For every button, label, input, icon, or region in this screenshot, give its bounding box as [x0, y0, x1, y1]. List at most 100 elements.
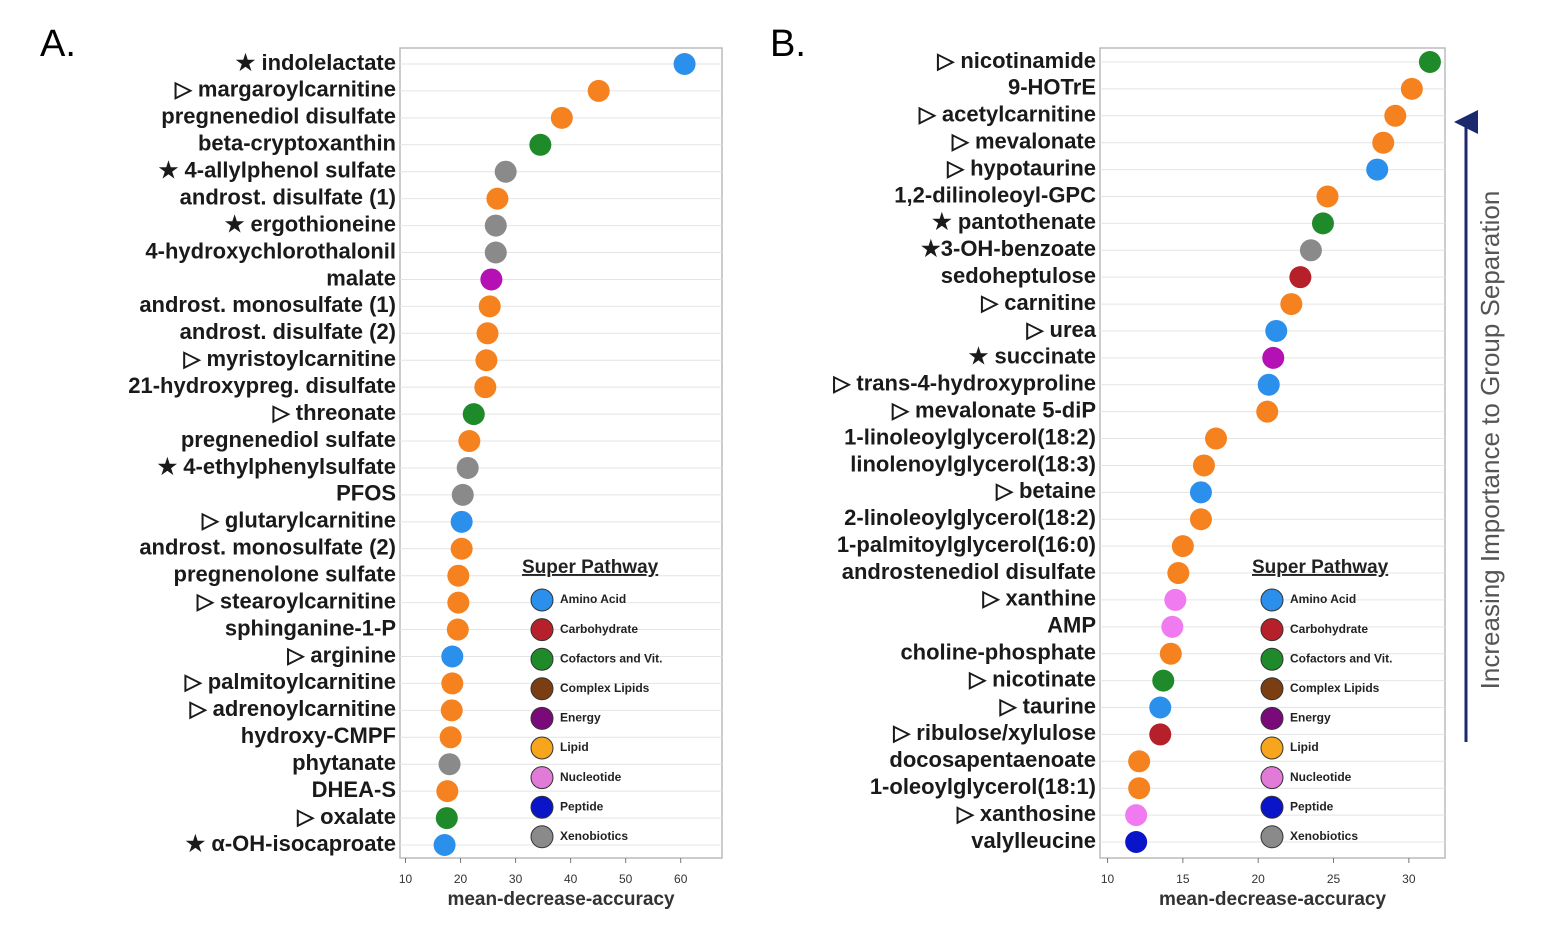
category-label: 1-linoleoylglycerol(18:2) [844, 424, 1096, 449]
legend-swatch [1260, 795, 1284, 819]
legend-swatch [1260, 618, 1284, 642]
dot [447, 591, 470, 614]
legend-label: Peptide [1290, 799, 1334, 813]
legend-label: Complex Lipids [1290, 681, 1380, 695]
category-label: 1,2-dilinoleoyl-GPC [894, 182, 1096, 207]
category-label: androst. monosulfate (2) [139, 535, 396, 560]
dot [462, 403, 485, 426]
dot [1257, 373, 1280, 396]
dot [474, 376, 497, 399]
dot [1311, 212, 1334, 235]
category-label: ▷ carnitine [980, 290, 1096, 315]
category-label: pregnenolone sulfate [174, 562, 396, 587]
category-label: ★ indolelactate [236, 50, 396, 75]
dot [1384, 104, 1407, 127]
dot [475, 349, 498, 372]
category-label: sedoheptulose [941, 263, 1096, 288]
legend-label: Energy [1290, 711, 1331, 725]
legend-swatch [530, 618, 554, 642]
dot [436, 780, 459, 803]
category-label: ▷ margaroylcarnitine [174, 77, 396, 102]
category-label: ▷ stearoylcarnitine [196, 588, 396, 613]
dot [1366, 158, 1389, 181]
category-label: malate [326, 265, 396, 290]
legend-label: Carbohydrate [560, 622, 638, 636]
legend-swatch [1260, 588, 1284, 612]
plot-frame [399, 47, 723, 859]
dot [1128, 750, 1151, 773]
dot [478, 295, 501, 318]
category-label: ★ succinate [969, 344, 1096, 369]
dot [484, 214, 507, 237]
dot [1256, 400, 1279, 423]
side-annotation: Increasing Importance to Group Separatio… [1475, 191, 1505, 690]
dot [1192, 454, 1215, 477]
category-label: ▷ threonate [272, 400, 396, 425]
legend-swatch [530, 706, 554, 730]
dot [1167, 562, 1190, 585]
dot [1299, 239, 1322, 262]
dot [450, 510, 473, 533]
dot [1128, 777, 1151, 800]
dot [673, 53, 696, 75]
dot [451, 483, 474, 506]
category-label: ★ pantothenate [932, 209, 1096, 234]
legend-swatch [530, 795, 554, 819]
category-label: sphinganine-1-P [225, 615, 396, 640]
panel-label: A. [40, 23, 76, 65]
category-label: 21-hydroxypreg. disulfate [128, 373, 396, 398]
legend-swatch [1260, 766, 1284, 790]
x-tick-label: 40 [564, 872, 578, 886]
category-label: PFOS [336, 481, 396, 506]
category-label: ▷ xanthosine [956, 801, 1096, 826]
dot [1189, 508, 1212, 531]
dot [1164, 588, 1187, 611]
category-label: 2-linoleoylglycerol(18:2) [844, 505, 1096, 530]
legend-label: Lipid [1290, 740, 1319, 754]
dot [441, 645, 464, 668]
legend-label: Nucleotide [560, 770, 622, 784]
x-axis-label: mean-decrease-accuracy [1159, 889, 1387, 910]
category-label: phytanate [292, 750, 396, 775]
legend-swatch [530, 588, 554, 612]
category-label: ▷ hypotaurine [946, 155, 1096, 180]
category-label: ▷ taurine [999, 693, 1096, 718]
legend-swatch [1260, 677, 1284, 701]
dot [476, 322, 499, 345]
category-label: docosapentaenoate [889, 747, 1096, 772]
dot [1372, 131, 1395, 154]
dot [447, 564, 470, 587]
dot [433, 834, 456, 856]
dot [1280, 293, 1303, 316]
legend-swatch [1260, 736, 1284, 760]
dot [1262, 346, 1285, 369]
legend-label: Xenobiotics [560, 829, 628, 843]
category-label: pregnenediol sulfate [181, 427, 396, 452]
category-label: androstenediol disulfate [842, 559, 1096, 584]
dot [587, 79, 610, 102]
category-label: choline-phosphate [900, 640, 1096, 665]
category-label: 9-HOTrE [1008, 75, 1096, 100]
category-label: linolenoylglycerol(18:3) [850, 451, 1096, 476]
category-label: ▷ arginine [286, 642, 396, 667]
dot [486, 187, 509, 210]
x-tick-label: 50 [619, 872, 633, 886]
legend-label: Amino Acid [560, 592, 626, 606]
category-label: ▷ mevalonate [951, 129, 1096, 154]
legend-swatch [530, 647, 554, 671]
panel-label: B. [770, 23, 806, 65]
dot [1149, 696, 1172, 719]
dot [1125, 804, 1148, 827]
x-tick-label: 30 [509, 872, 523, 886]
category-label: ▷ glutarylcarnitine [201, 508, 396, 533]
x-tick-label: 20 [454, 872, 468, 886]
dot [484, 241, 507, 264]
category-label: DHEA-S [312, 777, 396, 802]
x-axis-label: mean-decrease-accuracy [447, 889, 675, 910]
x-tick-label: 20 [1252, 872, 1266, 886]
dot [446, 618, 469, 641]
legend-swatch [530, 825, 554, 849]
legend-swatch [530, 677, 554, 701]
dot [440, 699, 463, 722]
